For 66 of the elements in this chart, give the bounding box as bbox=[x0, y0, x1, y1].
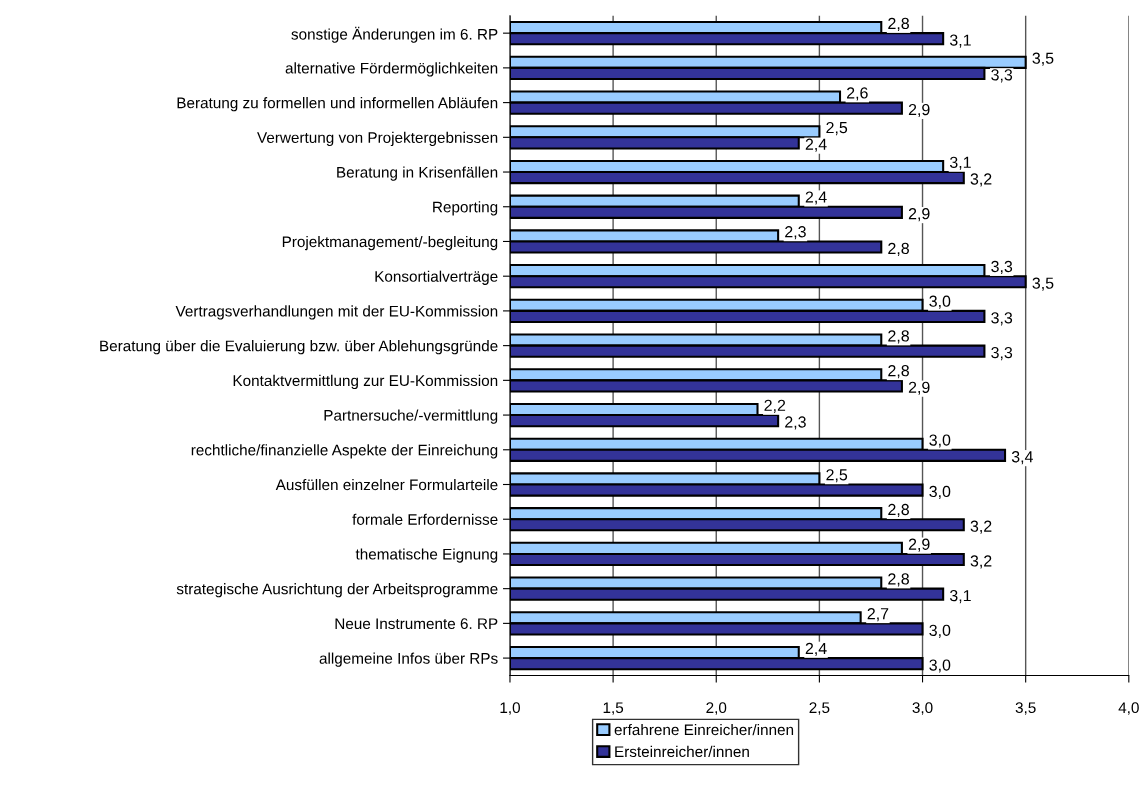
y-tick-label: alternative Fördermöglichkeiten bbox=[285, 62, 498, 77]
x-tick-label: 4,0 bbox=[1118, 702, 1139, 715]
data-label: 2,6 bbox=[847, 87, 868, 101]
y-tick-label: Partnersuche/-vermittlung bbox=[324, 409, 498, 424]
data-label: 3,1 bbox=[949, 156, 971, 170]
data-label: 2,4 bbox=[805, 191, 827, 205]
data-label: 3,3 bbox=[991, 346, 1013, 361]
data-label: 3,0 bbox=[929, 434, 951, 448]
y-tick-label: rechtliche/finanzielle Aspekte der Einreichung bbox=[191, 444, 498, 459]
data-label: 3,3 bbox=[991, 260, 1013, 275]
data-label: 3,3 bbox=[991, 69, 1013, 83]
data-label: 2,8 bbox=[888, 503, 909, 518]
y-tick-label: Beratung über die Evaluierung bzw. über Ablehungsgründe bbox=[100, 340, 498, 355]
data-label: 2,8 bbox=[888, 242, 909, 256]
data-label: 2,8 bbox=[888, 330, 909, 344]
x-tick-label: 3,5 bbox=[1015, 702, 1036, 715]
data-label: 2,8 bbox=[888, 17, 909, 31]
y-tick-label: Ausfüllen einzelner Formularteile bbox=[275, 478, 498, 491]
data-label: 2,7 bbox=[867, 608, 889, 622]
data-label: 2,9 bbox=[908, 208, 930, 222]
data-label: 2,9 bbox=[908, 103, 930, 118]
x-tick-label: 1,0 bbox=[500, 702, 520, 715]
y-tick-label: Konsortialverträge bbox=[375, 270, 498, 285]
data-label: 2,4 bbox=[805, 138, 827, 152]
y-tick-label: Beratung zu formellen und informellen Abläufen bbox=[177, 97, 498, 112]
legend-label: Ersteinreicher/innen bbox=[615, 745, 749, 758]
y-tick-label: strategische Ausrichtung der Arbeitsprogramme bbox=[176, 583, 498, 598]
y-tick-label: thematische Eignung bbox=[355, 548, 498, 563]
data-label: 2,8 bbox=[888, 573, 909, 587]
data-label: 3,1 bbox=[949, 589, 971, 604]
data-label: 3,2 bbox=[970, 173, 992, 187]
y-tick-label: sonstige Änderungen im 6. RP bbox=[291, 26, 498, 43]
data-label: 2,5 bbox=[826, 121, 848, 136]
data-label: 2,9 bbox=[908, 538, 930, 552]
data-label: 3,0 bbox=[929, 295, 951, 309]
data-label: 3,2 bbox=[970, 520, 992, 534]
y-tick-label: Neue Instrumente 6. RP bbox=[335, 618, 498, 630]
data-label: 3,0 bbox=[929, 659, 951, 673]
data-label: 3,0 bbox=[929, 624, 951, 638]
data-label: 2,3 bbox=[785, 226, 806, 240]
legend-label: erfahrene Einreicher/innen bbox=[614, 723, 794, 736]
data-label: 3,4 bbox=[1011, 451, 1033, 465]
x-tick-label: 2,0 bbox=[706, 702, 727, 715]
y-tick-label: allgemeine Infos über RPs bbox=[319, 652, 498, 667]
data-label: 3,3 bbox=[991, 312, 1013, 326]
data-label: 2,3 bbox=[785, 416, 806, 430]
data-label: 3,2 bbox=[970, 555, 992, 569]
y-tick-label: Verwertung von Projektergebnissen bbox=[257, 131, 498, 147]
data-label: 3,1 bbox=[949, 34, 971, 48]
data-label: 2,9 bbox=[908, 381, 930, 395]
x-tick-label: 1,5 bbox=[603, 702, 624, 715]
data-label: 3,5 bbox=[1032, 52, 1054, 66]
y-tick-label: Kontaktvermittlung zur EU-Kommission bbox=[233, 374, 498, 390]
data-label: 3,0 bbox=[929, 485, 951, 500]
data-label: 2,5 bbox=[826, 469, 848, 483]
y-tick-label: Vertragsverhandlungen mit der EU-Kommission bbox=[175, 305, 498, 320]
y-tick-label: Projektmanagement/-begleitung bbox=[282, 235, 498, 251]
x-tick-label: 2,5 bbox=[809, 702, 830, 715]
y-tick-label: formale Erfordernisse bbox=[352, 513, 498, 525]
data-label: 2,4 bbox=[805, 642, 827, 656]
y-tick-label: Reporting bbox=[433, 201, 498, 216]
y-tick-label: Beratung in Krisenfällen bbox=[337, 166, 498, 181]
data-label: 3,5 bbox=[1032, 277, 1054, 291]
x-tick-label: 3,0 bbox=[912, 702, 933, 715]
data-label: 2,2 bbox=[764, 399, 786, 413]
data-label: 2,8 bbox=[888, 364, 909, 379]
